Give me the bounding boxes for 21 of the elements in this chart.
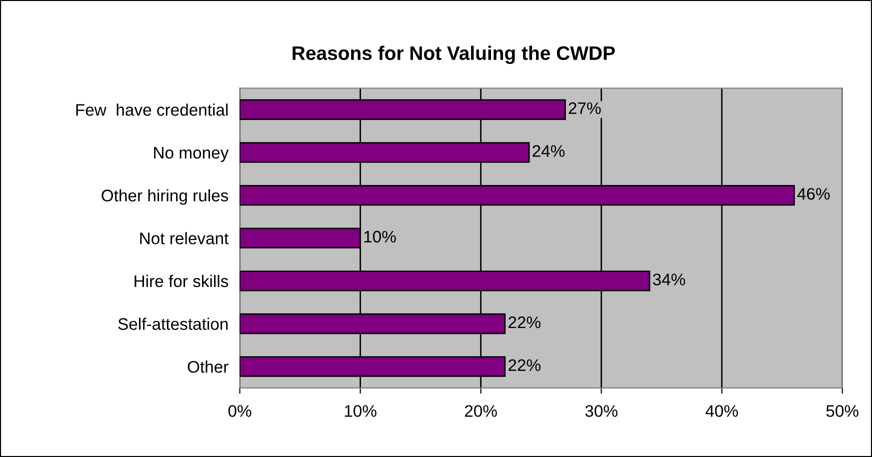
x-tick-label: 20% xyxy=(464,405,497,417)
y-tick-label: Hire for skills xyxy=(134,274,228,288)
x-tick-label: 40% xyxy=(706,405,738,417)
x-tick-label: 30% xyxy=(585,405,618,417)
y-tick-label: Other xyxy=(188,360,228,373)
data-label: 27% xyxy=(568,102,601,114)
y-tick-label: Self-attestation xyxy=(118,318,228,330)
data-label: 10% xyxy=(364,230,396,243)
data-label: 24% xyxy=(532,145,565,157)
y-tick-label: Other hiring rules xyxy=(102,189,228,205)
data-label: 34% xyxy=(652,274,686,286)
x-tick-label: 10% xyxy=(344,405,376,417)
chart-title: Reasons for Not Valuing the CWDP xyxy=(292,46,615,64)
x-tick-label: 50% xyxy=(826,405,858,417)
x-tick-label: 0% xyxy=(228,405,252,417)
y-tick-label: Few have credential xyxy=(76,104,228,116)
data-label: 22% xyxy=(508,316,540,328)
data-label: 46% xyxy=(797,188,830,200)
data-label: 22% xyxy=(508,359,540,371)
y-tick-label: No money xyxy=(154,147,229,162)
y-tick-label: Not relevant xyxy=(140,232,229,244)
